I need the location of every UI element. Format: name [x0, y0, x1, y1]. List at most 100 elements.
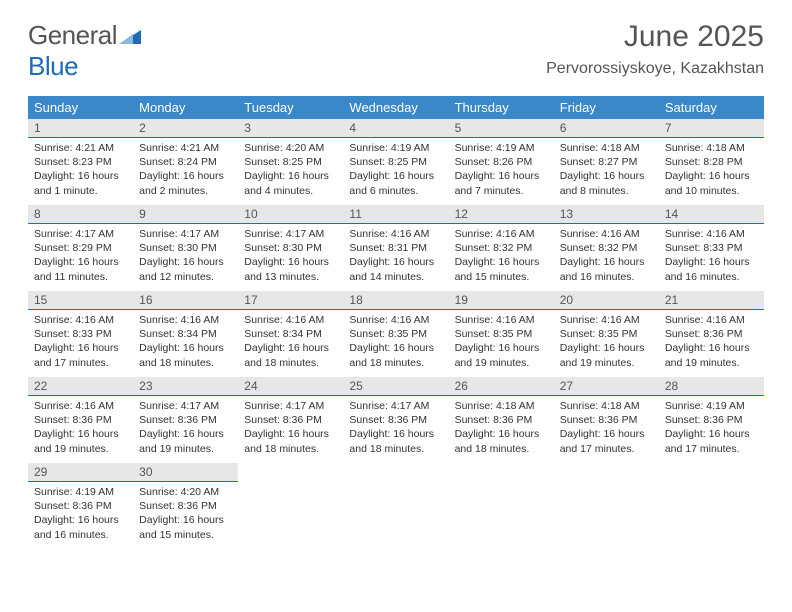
day-details: Sunrise: 4:16 AMSunset: 8:32 PMDaylight:…	[554, 224, 659, 290]
day-number: 14	[659, 205, 764, 224]
day-number: 2	[133, 119, 238, 138]
day-number: 10	[238, 205, 343, 224]
page-header: General Blue June 2025 Pervorossiyskoye,…	[28, 20, 764, 82]
day-details: Sunrise: 4:19 AMSunset: 8:36 PMDaylight:…	[28, 482, 133, 548]
day-details: Sunrise: 4:16 AMSunset: 8:33 PMDaylight:…	[659, 224, 764, 290]
calendar-cell: 27Sunrise: 4:18 AMSunset: 8:36 PMDayligh…	[554, 377, 659, 463]
calendar-cell: 16Sunrise: 4:16 AMSunset: 8:34 PMDayligh…	[133, 291, 238, 377]
day-number: 25	[343, 377, 448, 396]
day-details: Sunrise: 4:16 AMSunset: 8:34 PMDaylight:…	[133, 310, 238, 376]
calendar-cell: 12Sunrise: 4:16 AMSunset: 8:32 PMDayligh…	[449, 205, 554, 291]
day-number: 13	[554, 205, 659, 224]
calendar-cell: 29Sunrise: 4:19 AMSunset: 8:36 PMDayligh…	[28, 463, 133, 549]
calendar-cell	[449, 463, 554, 549]
day-details: Sunrise: 4:16 AMSunset: 8:34 PMDaylight:…	[238, 310, 343, 376]
day-number: 17	[238, 291, 343, 310]
weekday-header: Sunday	[28, 96, 133, 119]
day-number: 16	[133, 291, 238, 310]
calendar-week-row: 8Sunrise: 4:17 AMSunset: 8:29 PMDaylight…	[28, 205, 764, 291]
calendar-cell: 4Sunrise: 4:19 AMSunset: 8:25 PMDaylight…	[343, 119, 448, 205]
day-details: Sunrise: 4:16 AMSunset: 8:36 PMDaylight:…	[28, 396, 133, 462]
calendar-cell: 20Sunrise: 4:16 AMSunset: 8:35 PMDayligh…	[554, 291, 659, 377]
day-number: 26	[449, 377, 554, 396]
day-details: Sunrise: 4:16 AMSunset: 8:33 PMDaylight:…	[28, 310, 133, 376]
calendar-cell	[659, 463, 764, 549]
day-number: 5	[449, 119, 554, 138]
calendar-cell: 11Sunrise: 4:16 AMSunset: 8:31 PMDayligh…	[343, 205, 448, 291]
calendar-week-row: 15Sunrise: 4:16 AMSunset: 8:33 PMDayligh…	[28, 291, 764, 377]
day-number: 11	[343, 205, 448, 224]
brand-word-1: General	[28, 20, 117, 50]
calendar-cell: 8Sunrise: 4:17 AMSunset: 8:29 PMDaylight…	[28, 205, 133, 291]
day-details: Sunrise: 4:20 AMSunset: 8:25 PMDaylight:…	[238, 138, 343, 204]
day-number: 23	[133, 377, 238, 396]
day-details: Sunrise: 4:19 AMSunset: 8:36 PMDaylight:…	[659, 396, 764, 462]
calendar-page: General Blue June 2025 Pervorossiyskoye,…	[0, 0, 792, 569]
day-number: 21	[659, 291, 764, 310]
day-number: 27	[554, 377, 659, 396]
day-details: Sunrise: 4:17 AMSunset: 8:29 PMDaylight:…	[28, 224, 133, 290]
calendar-cell: 26Sunrise: 4:18 AMSunset: 8:36 PMDayligh…	[449, 377, 554, 463]
day-details: Sunrise: 4:19 AMSunset: 8:26 PMDaylight:…	[449, 138, 554, 204]
day-number: 6	[554, 119, 659, 138]
weekday-header: Monday	[133, 96, 238, 119]
calendar-cell: 14Sunrise: 4:16 AMSunset: 8:33 PMDayligh…	[659, 205, 764, 291]
day-number: 8	[28, 205, 133, 224]
calendar-cell: 19Sunrise: 4:16 AMSunset: 8:35 PMDayligh…	[449, 291, 554, 377]
calendar-cell: 25Sunrise: 4:17 AMSunset: 8:36 PMDayligh…	[343, 377, 448, 463]
calendar-cell: 22Sunrise: 4:16 AMSunset: 8:36 PMDayligh…	[28, 377, 133, 463]
calendar-body: 1Sunrise: 4:21 AMSunset: 8:23 PMDaylight…	[28, 119, 764, 549]
day-details: Sunrise: 4:16 AMSunset: 8:35 PMDaylight:…	[554, 310, 659, 376]
calendar-cell: 30Sunrise: 4:20 AMSunset: 8:36 PMDayligh…	[133, 463, 238, 549]
day-details: Sunrise: 4:18 AMSunset: 8:36 PMDaylight:…	[554, 396, 659, 462]
calendar-cell: 10Sunrise: 4:17 AMSunset: 8:30 PMDayligh…	[238, 205, 343, 291]
calendar-cell: 6Sunrise: 4:18 AMSunset: 8:27 PMDaylight…	[554, 119, 659, 205]
day-details: Sunrise: 4:20 AMSunset: 8:36 PMDaylight:…	[133, 482, 238, 548]
weekday-header: Saturday	[659, 96, 764, 119]
calendar-cell: 21Sunrise: 4:16 AMSunset: 8:36 PMDayligh…	[659, 291, 764, 377]
calendar-week-row: 29Sunrise: 4:19 AMSunset: 8:36 PMDayligh…	[28, 463, 764, 549]
day-details: Sunrise: 4:19 AMSunset: 8:25 PMDaylight:…	[343, 138, 448, 204]
calendar-cell: 13Sunrise: 4:16 AMSunset: 8:32 PMDayligh…	[554, 205, 659, 291]
weekday-header: Tuesday	[238, 96, 343, 119]
day-details: Sunrise: 4:16 AMSunset: 8:32 PMDaylight:…	[449, 224, 554, 290]
calendar-cell: 17Sunrise: 4:16 AMSunset: 8:34 PMDayligh…	[238, 291, 343, 377]
day-details: Sunrise: 4:17 AMSunset: 8:30 PMDaylight:…	[238, 224, 343, 290]
calendar-table: Sunday Monday Tuesday Wednesday Thursday…	[28, 96, 764, 549]
day-details: Sunrise: 4:17 AMSunset: 8:30 PMDaylight:…	[133, 224, 238, 290]
location-subtitle: Pervorossiyskoye, Kazakhstan	[546, 60, 764, 78]
calendar-week-row: 1Sunrise: 4:21 AMSunset: 8:23 PMDaylight…	[28, 119, 764, 205]
day-details: Sunrise: 4:18 AMSunset: 8:28 PMDaylight:…	[659, 138, 764, 204]
day-details: Sunrise: 4:17 AMSunset: 8:36 PMDaylight:…	[343, 396, 448, 462]
day-details: Sunrise: 4:21 AMSunset: 8:24 PMDaylight:…	[133, 138, 238, 204]
calendar-cell	[554, 463, 659, 549]
day-number: 28	[659, 377, 764, 396]
day-details: Sunrise: 4:17 AMSunset: 8:36 PMDaylight:…	[133, 396, 238, 462]
calendar-cell: 3Sunrise: 4:20 AMSunset: 8:25 PMDaylight…	[238, 119, 343, 205]
calendar-cell: 5Sunrise: 4:19 AMSunset: 8:26 PMDaylight…	[449, 119, 554, 205]
day-number: 1	[28, 119, 133, 138]
calendar-cell: 28Sunrise: 4:19 AMSunset: 8:36 PMDayligh…	[659, 377, 764, 463]
brand-word-2: Blue	[28, 51, 78, 81]
day-details: Sunrise: 4:21 AMSunset: 8:23 PMDaylight:…	[28, 138, 133, 204]
triangle-icon	[119, 26, 141, 44]
day-details: Sunrise: 4:16 AMSunset: 8:31 PMDaylight:…	[343, 224, 448, 290]
day-number: 30	[133, 463, 238, 482]
day-details: Sunrise: 4:18 AMSunset: 8:36 PMDaylight:…	[449, 396, 554, 462]
day-number: 3	[238, 119, 343, 138]
brand-logo: General Blue	[28, 20, 141, 82]
weekday-header: Thursday	[449, 96, 554, 119]
calendar-cell: 15Sunrise: 4:16 AMSunset: 8:33 PMDayligh…	[28, 291, 133, 377]
day-details: Sunrise: 4:17 AMSunset: 8:36 PMDaylight:…	[238, 396, 343, 462]
day-number: 22	[28, 377, 133, 396]
calendar-cell: 7Sunrise: 4:18 AMSunset: 8:28 PMDaylight…	[659, 119, 764, 205]
calendar-cell	[343, 463, 448, 549]
brand-text: General Blue	[28, 20, 141, 82]
day-number: 19	[449, 291, 554, 310]
day-number: 4	[343, 119, 448, 138]
title-block: June 2025 Pervorossiyskoye, Kazakhstan	[546, 20, 764, 78]
calendar-cell: 1Sunrise: 4:21 AMSunset: 8:23 PMDaylight…	[28, 119, 133, 205]
day-number: 18	[343, 291, 448, 310]
day-number: 9	[133, 205, 238, 224]
day-number: 15	[28, 291, 133, 310]
